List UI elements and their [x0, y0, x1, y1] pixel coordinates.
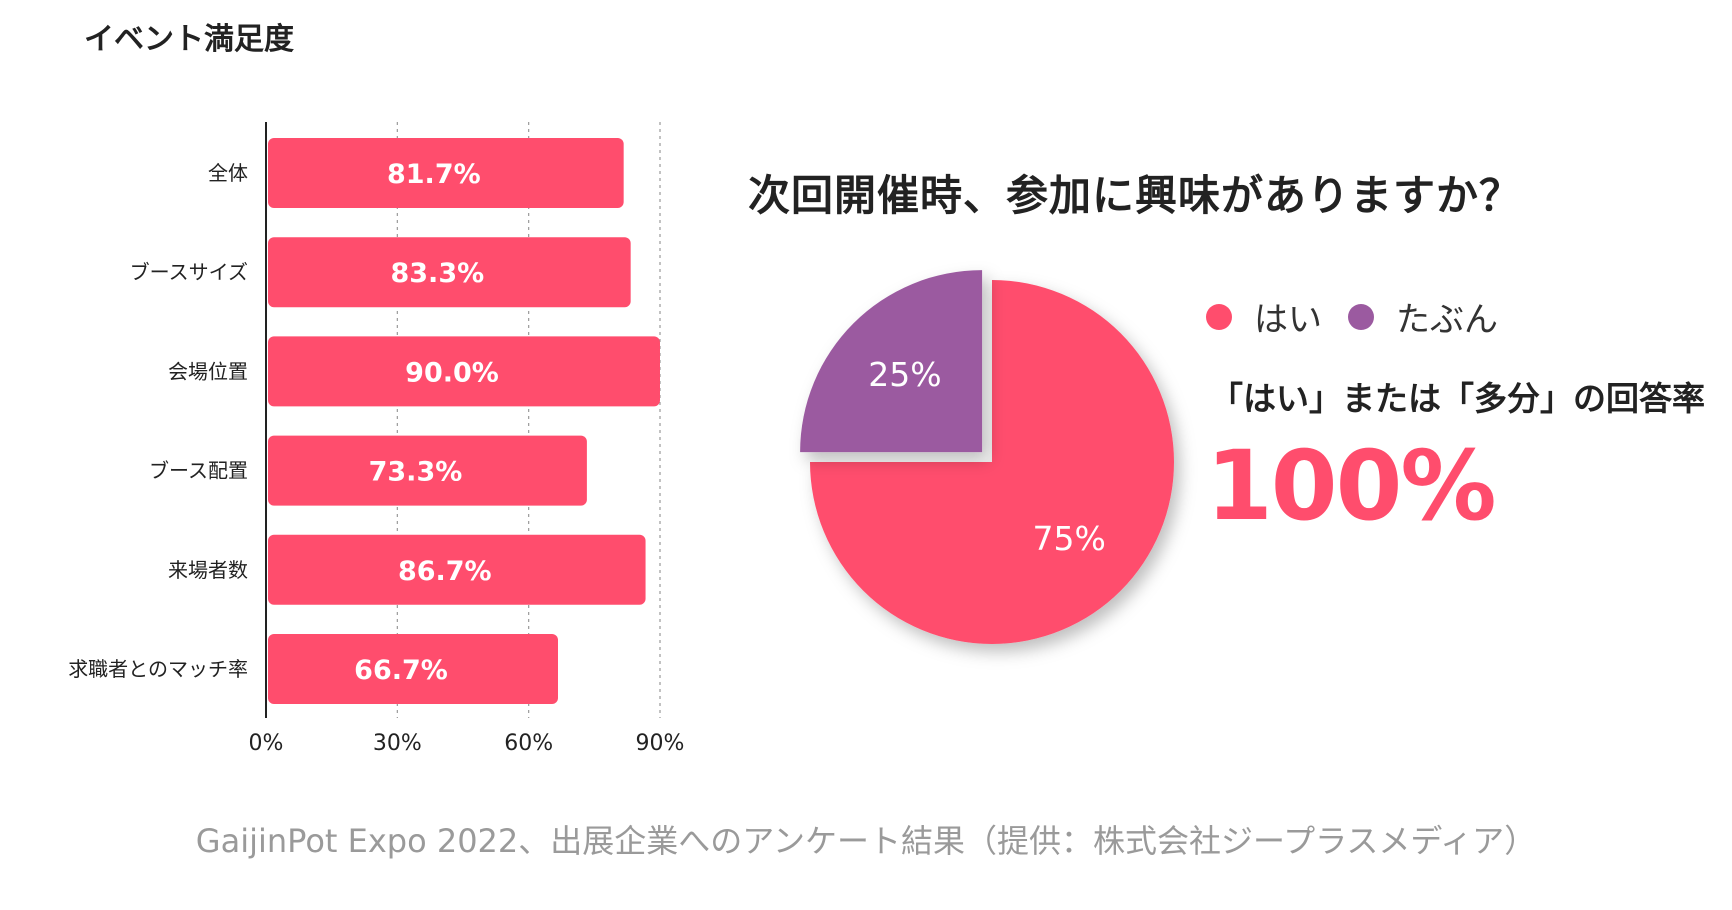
legend-dot-yes [1206, 303, 1232, 330]
category-label: 全体 [208, 161, 248, 185]
category-label: 来場者数 [168, 558, 248, 582]
pie-slice-label: 25% [868, 355, 941, 394]
bar-value-label: 83.3% [390, 258, 484, 289]
x-tick-label: 0% [249, 731, 284, 756]
bar-value-label: 66.7% [354, 655, 448, 686]
legend-label-maybe: たぶん [1396, 300, 1498, 340]
interest-pie-chart: 75% 25% [800, 270, 1174, 644]
category-label: 会場位置 [168, 359, 248, 383]
pie-slice [800, 270, 983, 453]
bar [268, 534, 646, 605]
category-label: ブース配置 [149, 459, 248, 483]
bar-value-label: 73.3% [369, 457, 463, 488]
pie-slice [810, 280, 1174, 644]
pie-legend: はい たぶん [1206, 292, 1524, 341]
response-rate-label: 「はい」または「多分」の回答率 [1210, 379, 1705, 418]
bar-value-label: 81.7% [387, 159, 481, 190]
bar-value-label: 86.7% [398, 556, 492, 587]
legend-item-maybe: たぶん [1348, 292, 1498, 341]
bar-value-label: 90.0% [405, 357, 499, 388]
satisfaction-bar-chart: 0% 30% 60% 90% 81.7% 全体 83.3% ブースサイズ 90.0% 会場位置 7… [68, 122, 685, 756]
x-tick-label: 60% [504, 731, 553, 756]
bar-chart-title: イベント満足度 [84, 22, 294, 57]
x-tick-label: 90% [636, 731, 685, 756]
figure-caption: GaijinPot Expo 2022、出展企業へのアンケート結果（提供：株式会… [195, 822, 1537, 860]
category-label: ブースサイズ [130, 260, 248, 284]
category-label: 求職者とのマッチ率 [68, 657, 248, 681]
pie-chart-title: 次回開催時、参加に興味がありますか？ [748, 171, 1523, 220]
bar [268, 237, 631, 308]
legend-dot-maybe [1348, 303, 1374, 330]
bar [268, 435, 587, 506]
response-rate-value: 100% [1206, 430, 1497, 542]
legend-label-yes: はい [1254, 300, 1322, 340]
bar [268, 336, 660, 407]
bar [268, 634, 558, 704]
bar [268, 138, 624, 208]
x-tick-label: 30% [373, 731, 422, 756]
legend-item-yes: はい [1206, 292, 1322, 341]
pie-slice-label: 75% [1033, 519, 1106, 558]
